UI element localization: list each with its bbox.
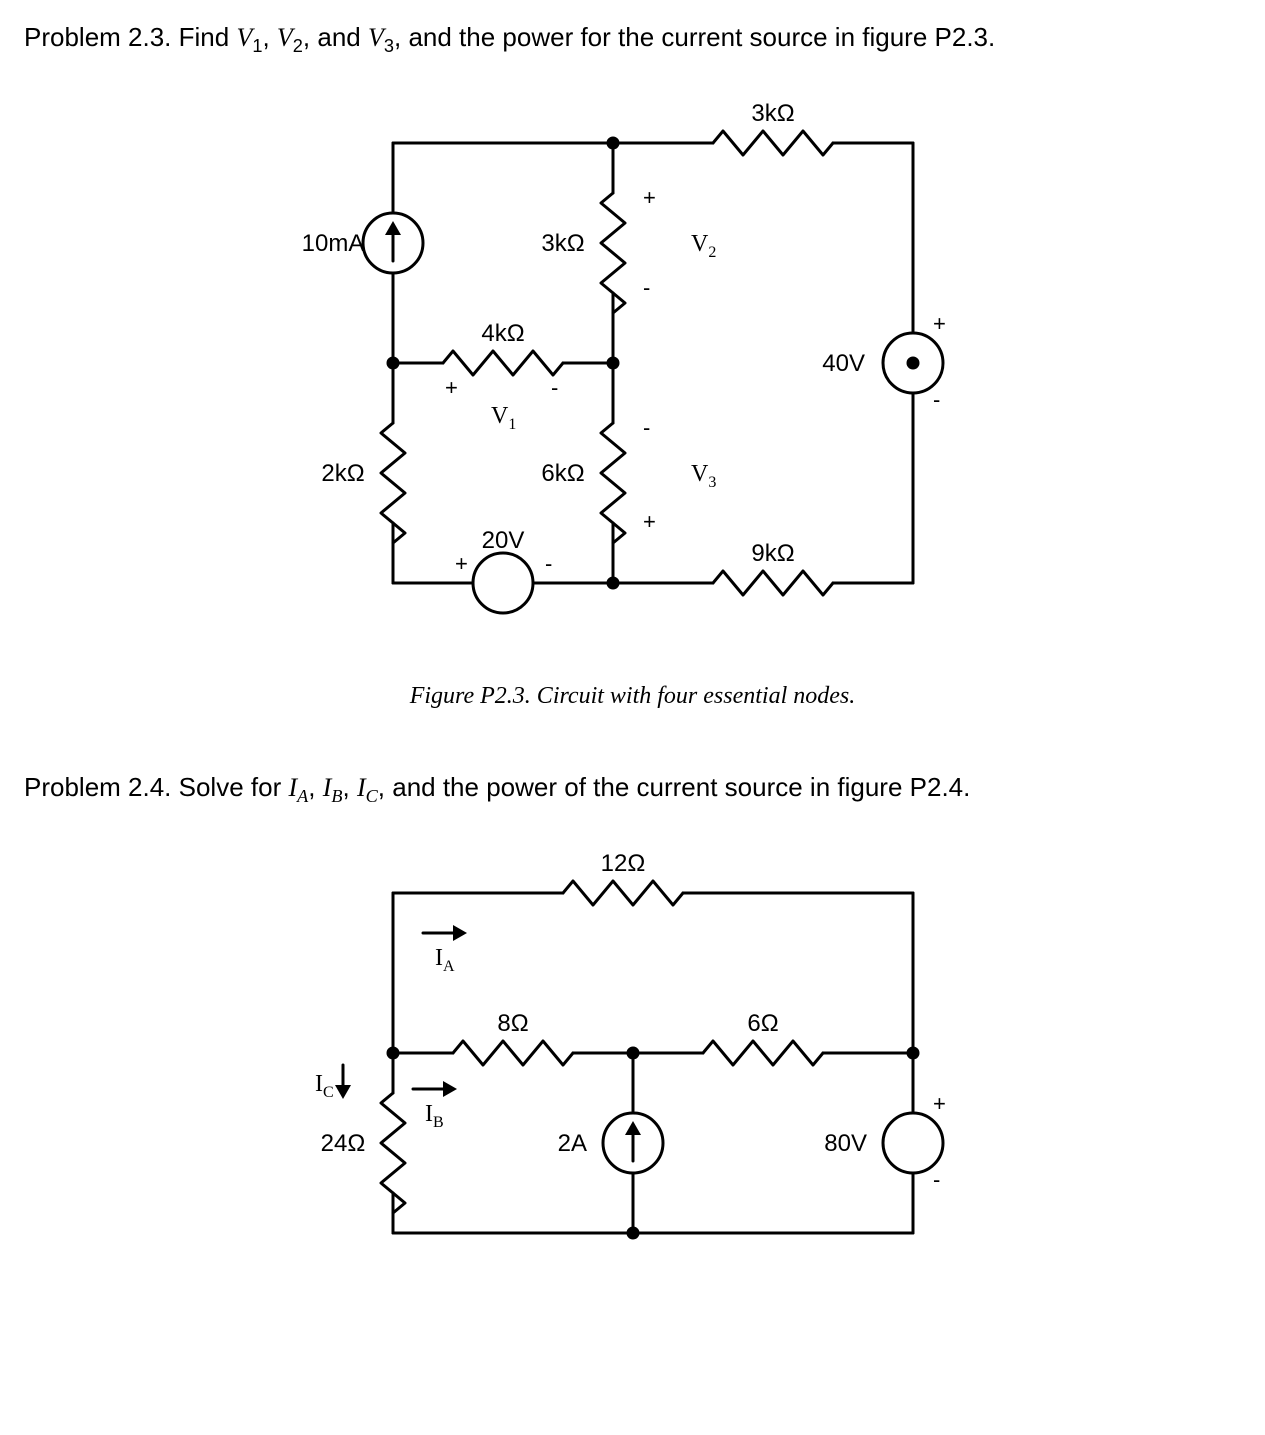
r-8-label: 8Ω (497, 1010, 528, 1037)
p23-v3-sub: 3 (384, 36, 394, 56)
p24-prefix: Problem 2.4. Solve for (24, 772, 288, 802)
40v-plus: + (933, 311, 946, 336)
80v-plus: + (933, 1091, 946, 1116)
80v-minus: - (933, 1167, 940, 1192)
v2-label: V2 (691, 231, 716, 261)
p23-v3: V (368, 23, 384, 52)
figure-p23: 3kΩ 10mA 3kΩ + V2 - 6kΩ - V3 + (24, 83, 1241, 643)
src-10mA-label: 10mA (301, 230, 364, 257)
p24-ia-sub: A (297, 786, 308, 806)
v3-label: V3 (691, 461, 716, 491)
40v-minus: - (933, 387, 940, 412)
src-2A-label: 2A (557, 1130, 586, 1157)
r-3k-mid-label: 3kΩ (541, 230, 584, 257)
v1-minus: - (551, 375, 558, 400)
r-24-label: 24Ω (320, 1130, 365, 1157)
p23-v1: V (236, 23, 252, 52)
p23-sep1: , (262, 22, 276, 52)
v2-minus: - (643, 275, 650, 300)
p24-tail: , and the power of the current source in… (378, 772, 971, 802)
p24-ic-sub: C (366, 786, 378, 806)
ic-label: IC (315, 1071, 334, 1101)
src-40V-label: 40V (822, 350, 865, 377)
src-20V-label: 20V (481, 527, 524, 554)
p24-sep1: , (308, 772, 322, 802)
v1-label: V1 (491, 403, 516, 433)
p24-sep2: , (343, 772, 357, 802)
src-80V-label: 80V (824, 1130, 867, 1157)
p24-ic: I (357, 773, 366, 802)
r-3k-top-label: 3kΩ (751, 100, 794, 127)
r-6-label: 6Ω (747, 1010, 778, 1037)
r-6k-label: 6kΩ (541, 460, 584, 487)
p23-v2: V (277, 23, 293, 52)
p23-tail: , and the power for the current source i… (394, 22, 995, 52)
figure-p24: 12Ω IA 24Ω IC 8Ω 6Ω IB (24, 833, 1241, 1273)
20v-minus: - (545, 551, 552, 576)
r-2k-label: 2kΩ (321, 460, 364, 487)
p23-sep2: , and (303, 22, 368, 52)
r-9k-label: 9kΩ (751, 540, 794, 567)
ia-label: IA (435, 945, 455, 975)
v3-minus: - (643, 415, 650, 440)
v1-plus: + (445, 375, 458, 400)
v3-plus: + (643, 509, 656, 534)
p24-ia: I (288, 773, 297, 802)
v2-plus: + (643, 185, 656, 210)
p23-prefix: Problem 2.3. Find (24, 22, 236, 52)
20v-plus: + (455, 551, 468, 576)
p23-v1-sub: 1 (252, 36, 262, 56)
figure-p23-caption: Figure P2.3. Circuit with four essential… (24, 683, 1241, 710)
ib-label: IB (425, 1101, 444, 1131)
p24-ib-sub: B (331, 786, 342, 806)
problem-2-3-text: Problem 2.3. Find V1, V2, and V3, and th… (24, 20, 1241, 59)
problem-2-4-text: Problem 2.4. Solve for IA, IB, IC, and t… (24, 770, 1241, 809)
r-4k-label: 4kΩ (481, 320, 524, 347)
p23-v2-sub: 2 (293, 36, 303, 56)
r-12-label: 12Ω (600, 850, 645, 877)
